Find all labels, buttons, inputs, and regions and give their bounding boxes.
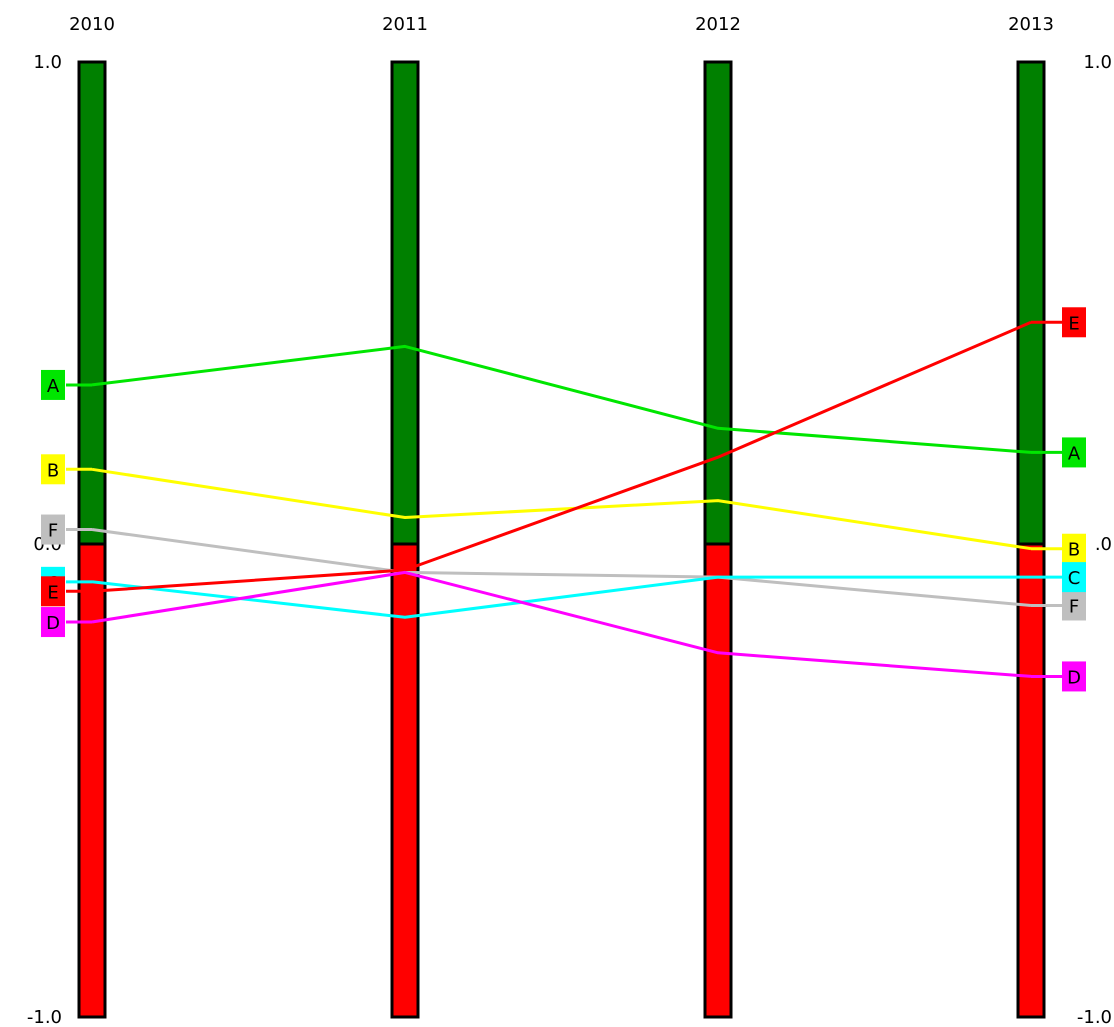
series-label-box-right [1062, 307, 1086, 338]
series-label-right: B [1068, 540, 1080, 561]
axis-bar-positive-2012 [703, 60, 733, 546]
series-label-box-right [1062, 562, 1086, 593]
series-label-box-left [41, 514, 65, 545]
year-labels: 2010 2011 2012 2013 [69, 14, 1054, 35]
series-label-left: E [47, 582, 58, 603]
series-label-left: B [47, 460, 59, 481]
series-label-left: D [46, 613, 60, 634]
year-label: 2013 [1008, 14, 1054, 35]
series-label-box-left [41, 576, 65, 607]
right-tick-label: -1.0 [1077, 1007, 1112, 1027]
series-line-F [91, 528, 1032, 607]
axis-bar-negative-2010 [77, 542, 107, 1019]
series-line-E [91, 320, 1032, 593]
right-tick-label: 1.0 [1083, 52, 1112, 73]
year-label: 2011 [382, 14, 428, 35]
axis-bar-positive-2013 [1016, 60, 1046, 546]
series-label-right: A [1068, 443, 1081, 464]
series-line-B [91, 467, 1032, 551]
axis-bars [77, 60, 1046, 1019]
series-line-C [91, 575, 1031, 619]
left-tick-label: -1.0 [27, 1007, 62, 1027]
series-lines [91, 320, 1032, 678]
right-tick-label: .0 [1095, 534, 1112, 555]
series-label-left: A [47, 376, 60, 397]
series-label-right: C [1068, 568, 1081, 589]
series-end-labels: AABBFFCCEEDD [41, 307, 1086, 692]
series-label-right: F [1069, 596, 1079, 617]
axis-bar-negative-2012 [703, 542, 733, 1019]
series-label-right: D [1067, 667, 1081, 688]
series-label-box-left [41, 369, 65, 400]
year-label: 2012 [695, 14, 741, 35]
year-label: 2010 [69, 14, 115, 35]
series-label-right: E [1068, 313, 1079, 334]
series-line-D [91, 570, 1032, 678]
series-label-box-left [41, 607, 65, 638]
axis-bar-negative-2011 [390, 542, 420, 1019]
series-line-A [91, 344, 1032, 454]
series-label-box-right [1062, 533, 1086, 564]
series-label-box-right [1062, 437, 1086, 468]
axis-bar-positive-2011 [390, 60, 420, 546]
series-label-box-right [1062, 590, 1086, 621]
series-label-box-right [1062, 661, 1086, 692]
left-tick-label: 1.0 [33, 52, 62, 73]
axis-bar-negative-2013 [1016, 542, 1046, 1019]
series-label-box-left [41, 454, 65, 485]
series-label-left: F [48, 521, 58, 542]
tick-labels: 1.00.0-1.01.0.0-1.0 [27, 52, 1112, 1027]
